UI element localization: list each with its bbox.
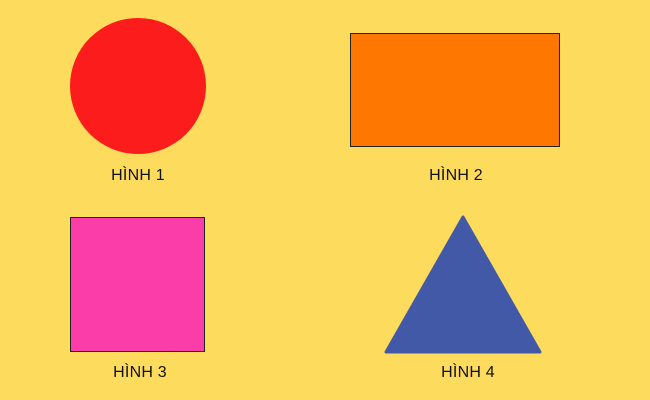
- figure-4-label: HÌNH 4: [441, 364, 495, 381]
- figure-1-label: HÌNH 1: [111, 167, 165, 184]
- figure-2-label: HÌNH 2: [429, 167, 483, 184]
- pink-square: [70, 217, 205, 352]
- red-circle: [70, 18, 206, 154]
- blue-triangle: [384, 215, 542, 354]
- figure-3-label: HÌNH 3: [113, 364, 167, 381]
- blue-triangle-shape: [384, 215, 542, 354]
- orange-rectangle: [350, 33, 560, 147]
